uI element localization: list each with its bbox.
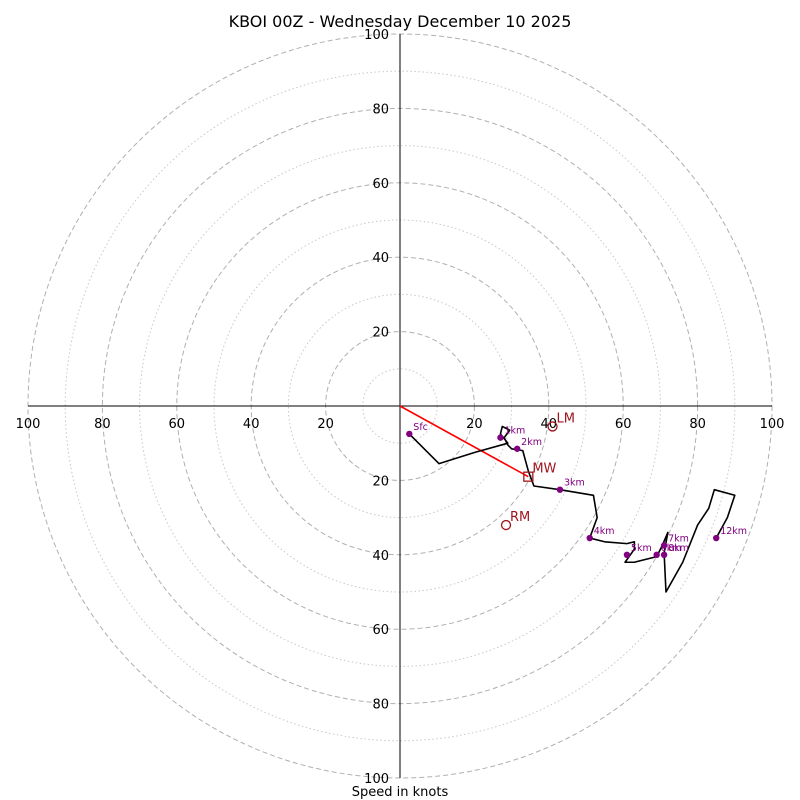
height-marker-5km <box>623 551 631 558</box>
y-tick-label: 100 <box>364 772 389 787</box>
height-label-3km: 3km <box>564 478 585 489</box>
height-marker-3km <box>556 486 564 493</box>
height-marker-6km <box>653 551 660 558</box>
y-tick-label: 60 <box>372 623 389 638</box>
y-tick-label: 20 <box>372 326 389 341</box>
y-tick-label: 80 <box>372 102 389 117</box>
x-tick-label: 60 <box>615 417 632 432</box>
height-marker-sfc <box>406 430 413 438</box>
x-tick-label: 80 <box>94 417 111 432</box>
y-tick-label: 40 <box>372 251 389 266</box>
hodograph-series <box>399 405 736 593</box>
x-tick-label: 60 <box>169 417 186 432</box>
x-tick-label: 100 <box>16 417 41 432</box>
storm-motion-marker-mw <box>523 471 534 482</box>
y-tick-label: 20 <box>372 474 389 489</box>
storm-motion-markers: LM MW RM <box>500 411 575 531</box>
y-tick-labels: 100 80 60 40 20 20 40 60 80 100 <box>364 28 389 787</box>
height-label-2km: 2km <box>521 437 542 448</box>
chart-title: KBOI 00Z - Wednesday December 10 2025 <box>229 12 572 31</box>
y-tick-label: 100 <box>364 28 389 43</box>
height-label-4km: 4km <box>594 526 615 537</box>
height-marker-8km <box>660 551 668 558</box>
height-marker-12km <box>713 534 720 542</box>
height-marker-7km <box>660 542 668 549</box>
x-tick-label: 20 <box>466 417 483 432</box>
storm-motion-marker-rm <box>500 519 512 531</box>
y-tick-label: 40 <box>372 549 389 564</box>
x-axis-label: Speed in knots <box>352 785 449 800</box>
height-marker-1km <box>497 434 504 441</box>
y-tick-label: 60 <box>372 177 389 192</box>
storm-motion-marker-lm <box>547 421 558 432</box>
shear-vector-line <box>399 405 529 478</box>
height-marker-2km <box>513 445 521 452</box>
y-tick-label: 80 <box>372 698 389 713</box>
x-tick-label: 20 <box>317 417 334 432</box>
height-label-5km: 5km <box>631 543 652 554</box>
x-tick-label: 40 <box>243 417 260 432</box>
storm-motion-label-lm: LM <box>557 411 575 426</box>
height-label-1km: 1km <box>504 426 525 437</box>
x-tick-label: 80 <box>689 417 706 432</box>
storm-motion-label-mw: MW <box>532 462 556 477</box>
height-label-12km: 12km <box>720 526 747 537</box>
height-label-7km: 7km <box>668 534 689 545</box>
height-marker-4km <box>586 534 593 542</box>
height-label-8km: 8km <box>668 543 689 554</box>
storm-motion-label-rm: RM <box>510 510 530 525</box>
height-label-6km: 6km <box>661 543 682 554</box>
height-label-sfc: Sfc <box>413 422 428 433</box>
hodograph-line <box>408 425 736 593</box>
x-tick-label: 100 <box>760 417 785 432</box>
